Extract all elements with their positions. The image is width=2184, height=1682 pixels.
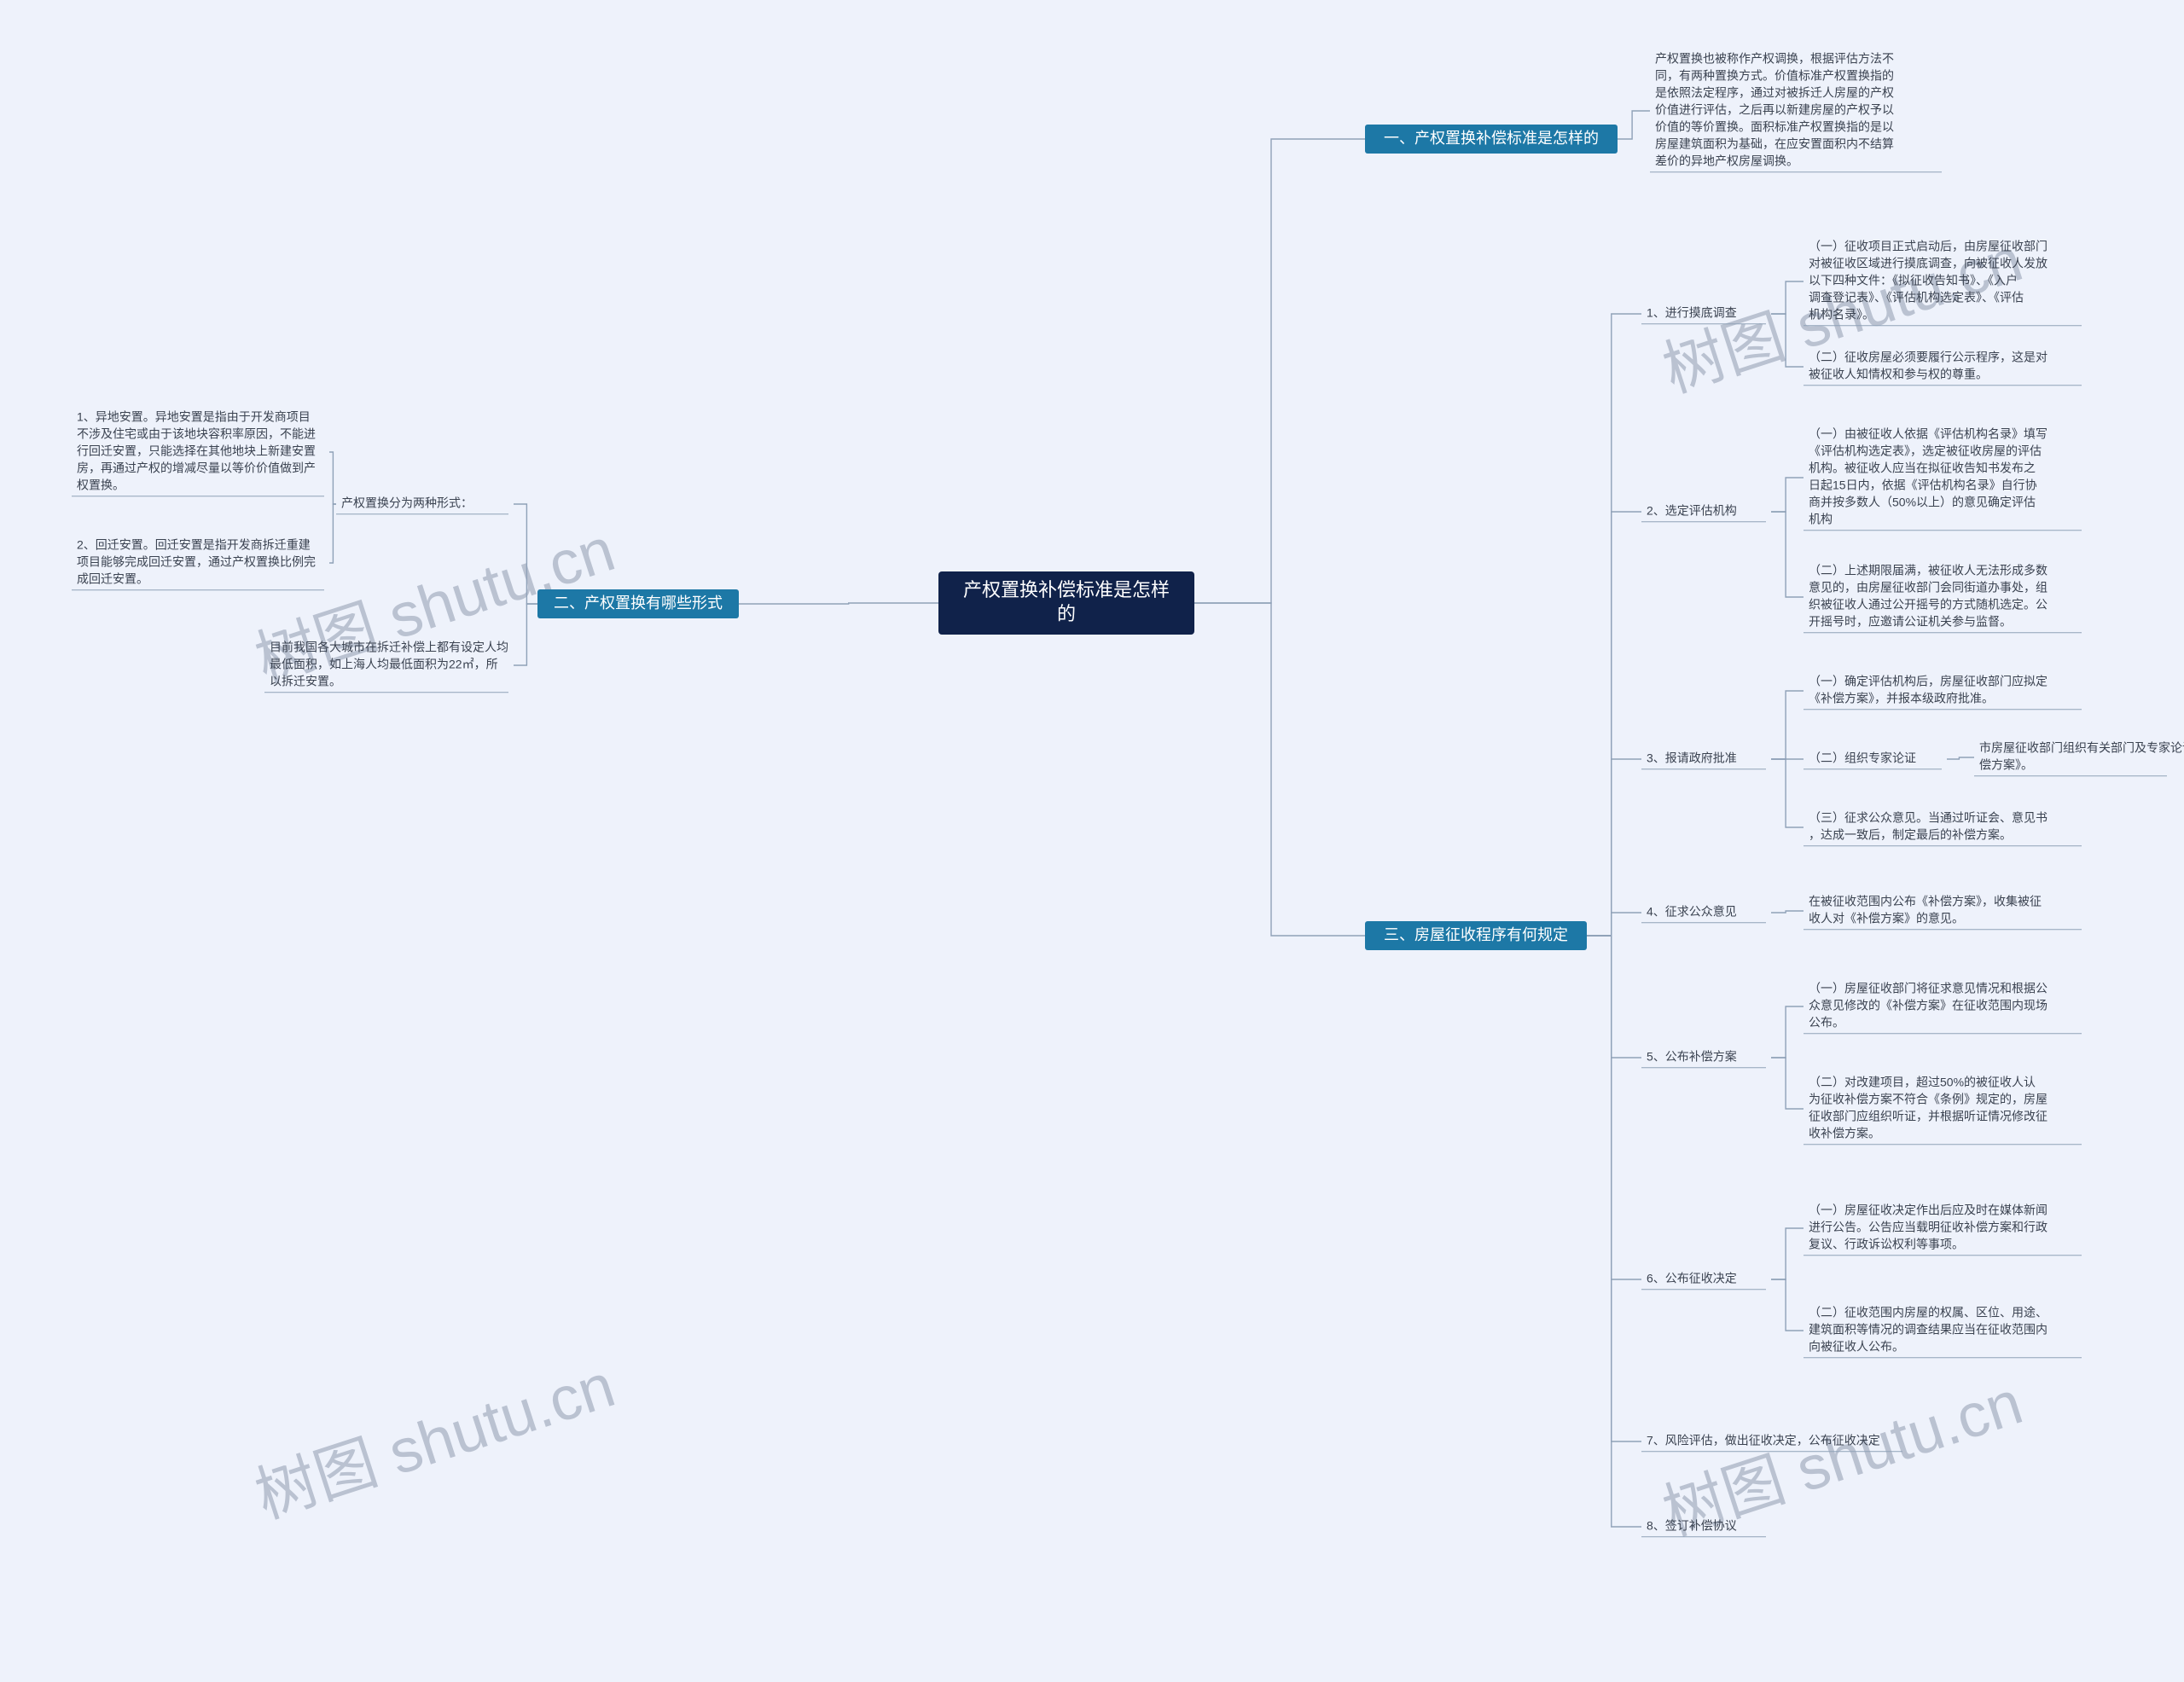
svg-text:公布。: 公布。 (1809, 1016, 1844, 1030)
sub-node: 产权置换分为两种形式： (341, 496, 473, 510)
svg-text:最低面积，如上海人均最低面积为22㎡，所: 最低面积，如上海人均最低面积为22㎡，所 (270, 658, 498, 671)
svg-text:，达成一致后，制定最后的补偿方案。: ，达成一致后，制定最后的补偿方案。 (1809, 828, 2012, 842)
svg-text:不涉及住宅或由于该地块容积率原因，不能进: 不涉及住宅或由于该地块容积率原因，不能进 (77, 427, 316, 441)
svg-text:目前我国各大城市在拆迁补偿上都有设定人均: 目前我国各大城市在拆迁补偿上都有设定人均 (270, 641, 508, 654)
svg-text:调查登记表》、《评估机构选定表》、《评估: 调查登记表》、《评估机构选定表》、《评估 (1809, 291, 2024, 304)
svg-text:4、征求公众意见: 4、征求公众意见 (1647, 905, 1737, 919)
svg-text:织被征收人通过公开摇号的方式随机选定。公: 织被征收人通过公开摇号的方式随机选定。公 (1809, 598, 2048, 612)
svg-text:差价的异地产权房屋调换。: 差价的异地产权房屋调换。 (1655, 154, 1798, 168)
svg-text:2、回迁安置。回迁安置是指开发商拆迁重建: 2、回迁安置。回迁安置是指开发商拆迁重建 (77, 538, 311, 552)
svg-text:（一）房屋征收部门将征求意见情况和根据公: （一）房屋征收部门将征求意见情况和根据公 (1809, 982, 2048, 995)
svg-text:5、公布补偿方案: 5、公布补偿方案 (1647, 1050, 1737, 1064)
svg-text:房，再通过产权的增减尽量以等价价值做到产: 房，再通过产权的增减尽量以等价价值做到产 (77, 461, 316, 475)
svg-text:（二）对改建项目，超过50%的被征收人认: （二）对改建项目，超过50%的被征收人认 (1809, 1076, 2036, 1089)
sub-node: 4、征求公众意见 (1647, 905, 1737, 919)
svg-text:收补偿方案。: 收补偿方案。 (1809, 1127, 1880, 1140)
svg-text:行回迁安置，只能选择在其他地块上新建安置: 行回迁安置，只能选择在其他地块上新建安置 (77, 444, 316, 458)
sub-node: 7、风险评估，做出征收决定，公布征收决定 (1647, 1434, 1880, 1447)
svg-text:为征收补偿方案不符合《条例》规定的，房屋: 为征收补偿方案不符合《条例》规定的，房屋 (1809, 1093, 2048, 1106)
svg-text:建筑面积等情况的调查结果应当在征收范围内: 建筑面积等情况的调查结果应当在征收范围内 (1809, 1323, 2048, 1337)
svg-text:7、风险评估，做出征收决定，公布征收决定: 7、风险评估，做出征收决定，公布征收决定 (1647, 1434, 1880, 1447)
svg-text:（一）房屋征收决定作出后应及时在媒体新闻: （一）房屋征收决定作出后应及时在媒体新闻 (1809, 1204, 2048, 1217)
section-title: 一、产权置换补偿标准是怎样的 (1384, 130, 1599, 147)
section-title: 三、房屋征收程序有何规定 (1384, 926, 1568, 943)
svg-text:成回迁安置。: 成回迁安置。 (77, 572, 148, 586)
svg-text:偿方案》。: 偿方案》。 (1979, 758, 2033, 772)
svg-text:以拆迁安置。: 以拆迁安置。 (270, 675, 341, 688)
svg-text:（二）征收房屋必须要履行公示程序，这是对: （二）征收房屋必须要履行公示程序，这是对 (1809, 351, 2048, 364)
svg-text:2、选定评估机构: 2、选定评估机构 (1647, 504, 1737, 518)
svg-text:《补偿方案》，并报本级政府批准。: 《补偿方案》，并报本级政府批准。 (1809, 692, 1994, 705)
svg-text:（一）征收项目正式启动后，由房屋征收部门: （一）征收项目正式启动后，由房屋征收部门 (1809, 240, 2048, 253)
svg-text:进行公告。公告应当载明征收补偿方案和行政: 进行公告。公告应当载明征收补偿方案和行政 (1809, 1221, 2048, 1234)
svg-text:征收部门应组织听证，并根据听证情况修改征: 征收部门应组织听证，并根据听证情况修改征 (1809, 1110, 2048, 1123)
svg-text:向被征收人公布。: 向被征收人公布。 (1809, 1340, 1904, 1354)
svg-text:商并按多数人（50%以上）的意见确定评估: 商并按多数人（50%以上）的意见确定评估 (1809, 496, 2036, 509)
svg-text:机构。被征收人应当在拟征收告知书发布之: 机构。被征收人应当在拟征收告知书发布之 (1809, 461, 2036, 475)
sub-node: 1、进行摸底调查 (1647, 306, 1737, 320)
sub-node: 2、选定评估机构 (1647, 504, 1737, 518)
svg-text:对被征收区域进行摸底调查，向被征收人发放: 对被征收区域进行摸底调查，向被征收人发放 (1809, 257, 2048, 270)
svg-text:6、公布征收决定: 6、公布征收决定 (1647, 1272, 1737, 1285)
root-title: 的 (1057, 603, 1076, 624)
svg-text:在被征收范围内公布《补偿方案》，收集被征: 在被征收范围内公布《补偿方案》，收集被征 (1809, 895, 2042, 908)
svg-text:《评估机构选定表》，选定被征收房屋的评估: 《评估机构选定表》，选定被征收房屋的评估 (1809, 444, 2042, 458)
svg-text:意见的，由房屋征收部门会同街道办事处，组: 意见的，由房屋征收部门会同街道办事处，组 (1809, 581, 2048, 594)
svg-text:8、签订补偿协议: 8、签订补偿协议 (1647, 1519, 1737, 1533)
svg-text:3、报请政府批准: 3、报请政府批准 (1647, 751, 1737, 765)
svg-text:产权置换也被称作产权调换，根据评估方法不: 产权置换也被称作产权调换，根据评估方法不 (1655, 52, 1894, 66)
svg-text:（三）征求公众意见。当通过听证会、意见书: （三）征求公众意见。当通过听证会、意见书 (1809, 811, 2048, 825)
svg-text:收人对《补偿方案》的意见。: 收人对《补偿方案》的意见。 (1809, 912, 1964, 925)
svg-text:产权置换分为两种形式：: 产权置换分为两种形式： (341, 496, 473, 510)
sub-node: 6、公布征收决定 (1647, 1272, 1737, 1285)
svg-text:价值进行评估，之后再以新建房屋的产权予以: 价值进行评估，之后再以新建房屋的产权予以 (1655, 103, 1894, 117)
svg-text:1、异地安置。异地安置是指由于开发商项目: 1、异地安置。异地安置是指由于开发商项目 (77, 410, 311, 424)
svg-text:房屋建筑面积为基础，在应安置面积内不结算: 房屋建筑面积为基础，在应安置面积内不结算 (1655, 137, 1894, 151)
svg-text:（一）由被征收人依据《评估机构名录》填写: （一）由被征收人依据《评估机构名录》填写 (1809, 427, 2048, 441)
sub-node: （二）组织专家论证 (1809, 751, 1916, 765)
svg-text:权置换。: 权置换。 (77, 478, 125, 492)
svg-text:开摇号时，应邀请公证机关参与监督。: 开摇号时，应邀请公证机关参与监督。 (1809, 615, 2012, 629)
svg-text:是依照法定程序，通过对被拆迁人房屋的产权: 是依照法定程序，通过对被拆迁人房屋的产权 (1655, 86, 1894, 100)
svg-text:同，有两种置换方式。价值标准产权置换指的: 同，有两种置换方式。价值标准产权置换指的 (1655, 69, 1894, 83)
svg-text:（二）组织专家论证: （二）组织专家论证 (1809, 751, 1916, 765)
svg-text:机构: 机构 (1809, 513, 1833, 526)
sub-node: 5、公布补偿方案 (1647, 1050, 1737, 1064)
svg-text:众意见修改的《补偿方案》在征收范围内现场: 众意见修改的《补偿方案》在征收范围内现场 (1809, 999, 2048, 1012)
svg-text:以下四种文件：《拟征收告知书》、《入户: 以下四种文件：《拟征收告知书》、《入户 (1809, 274, 2018, 287)
svg-text:日起15日内，依据《评估机构名录》自行协: 日起15日内，依据《评估机构名录》自行协 (1809, 478, 2037, 492)
desc-node: 产权置换也被称作产权调换，根据评估方法不同，有两种置换方式。价值标准产权置换指的… (1655, 52, 1894, 168)
sub-node: 3、报请政府批准 (1647, 751, 1737, 765)
svg-text:复议、行政诉讼权利等事项。: 复议、行政诉讼权利等事项。 (1809, 1238, 1964, 1251)
section-title: 二、产权置换有哪些形式 (554, 594, 723, 612)
svg-text:价值的等价置换。面积标准产权置换指的是以: 价值的等价置换。面积标准产权置换指的是以 (1655, 120, 1894, 134)
svg-text:（一）确定评估机构后，房屋征收部门应拟定: （一）确定评估机构后，房屋征收部门应拟定 (1809, 675, 2048, 688)
svg-text:被征收人知情权和参与权的尊重。: 被征收人知情权和参与权的尊重。 (1809, 368, 1988, 381)
root-title: 产权置换补偿标准是怎样 (963, 579, 1170, 600)
svg-text:（二）上述期限届满，被征收人无法形成多数: （二）上述期限届满，被征收人无法形成多数 (1809, 564, 2048, 577)
svg-text:1、进行摸底调查: 1、进行摸底调查 (1647, 306, 1737, 320)
svg-text:机构名录》。: 机构名录》。 (1809, 308, 1874, 322)
sub-node: 8、签订补偿协议 (1647, 1519, 1737, 1533)
svg-text:市房屋征收部门组织有关部门及专家论证《补: 市房屋征收部门组织有关部门及专家论证《补 (1979, 741, 2184, 755)
svg-text:（二）征收范围内房屋的权属、区位、用途、: （二）征收范围内房屋的权属、区位、用途、 (1809, 1306, 2048, 1320)
svg-text:项目能够完成回迁安置，通过产权置换比例完: 项目能够完成回迁安置，通过产权置换比例完 (77, 555, 316, 569)
